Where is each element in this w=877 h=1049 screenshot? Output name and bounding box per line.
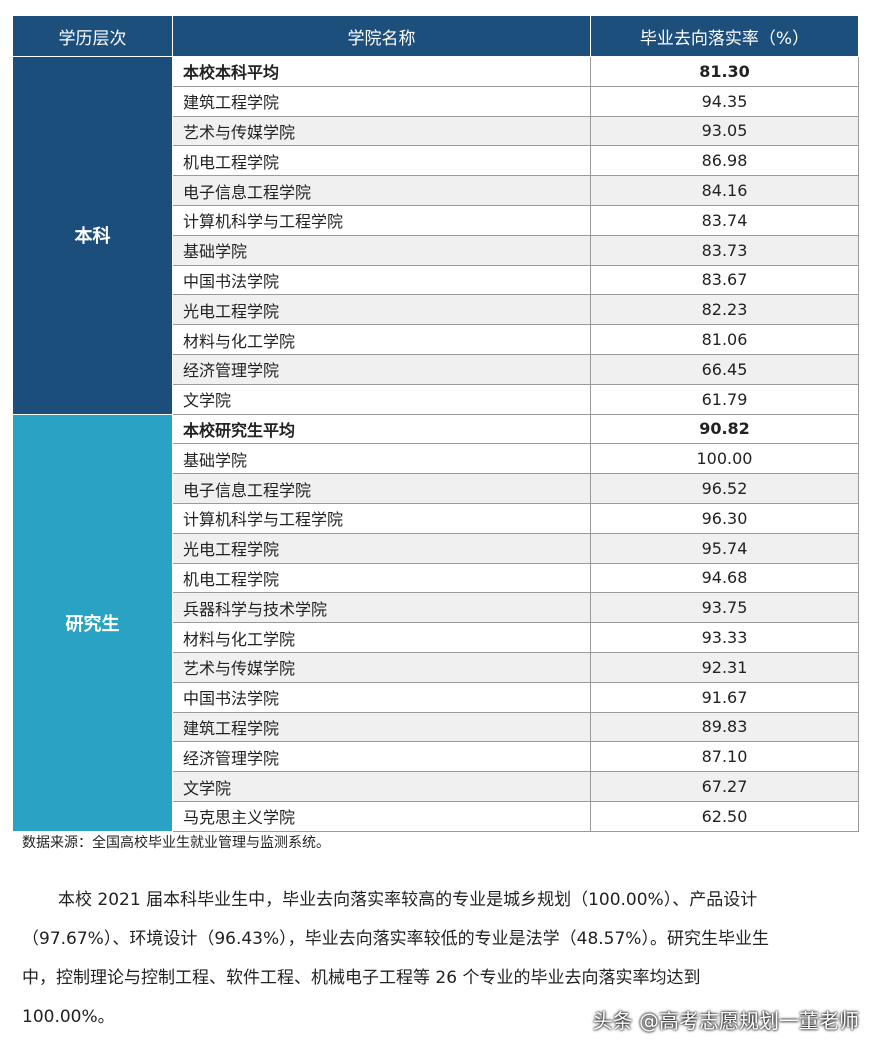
paragraph-line: 100.00%。 [22, 1007, 115, 1027]
header-cell: 学院名称 [172, 15, 591, 57]
table-row: 电子信息工程学院 84.16 [13, 175, 859, 206]
level-cell: 研究生 [12, 413, 173, 832]
header-cell: 毕业去向落实率（%） [590, 15, 859, 57]
rate: 96.30 [590, 502, 859, 534]
rate: 81.06 [590, 324, 859, 355]
college-name: 文学院 [172, 771, 591, 802]
college-name: 机电工程学院 [172, 145, 591, 177]
table-row: 基础学院 100.00 [13, 443, 859, 475]
table-row: 建筑工程学院 89.83 [13, 711, 859, 743]
college-name: 中国书法学院 [172, 681, 591, 713]
rate: 89.83 [590, 711, 859, 743]
college-name: 本校研究生平均 [172, 413, 591, 445]
rate: 93.75 [590, 592, 859, 624]
rate: 86.98 [590, 145, 859, 177]
table-row: 艺术与传媒学院 93.05 [13, 115, 859, 147]
table-row: 建筑工程学院 94.35 [13, 85, 859, 117]
college-name: 基础学院 [172, 443, 591, 475]
college-name: 兵器科学与技术学院 [172, 592, 591, 624]
table-row: 材料与化工学院 81.06 [13, 324, 859, 355]
table-row: 基础学院 83.73 [13, 234, 859, 266]
college-name: 建筑工程学院 [172, 711, 591, 743]
table-row: 本科 本校本科平均 81.30 [12, 56, 859, 415]
table-row: 机电工程学院 94.68 [13, 562, 859, 594]
college-name: 本校本科平均 [172, 56, 591, 87]
paragraph-line: 本校 2021 届本科毕业生中，毕业去向落实率较高的专业是城乡规划（100.00… [58, 890, 758, 910]
table-row: 中国书法学院 83.67 [13, 264, 859, 296]
rate: 81.30 [590, 56, 859, 87]
college-name: 建筑工程学院 [172, 85, 591, 117]
college-name: 中国书法学院 [172, 264, 591, 296]
source-note: 数据来源：全国高校毕业生就业管理与监测系统。 [22, 835, 330, 851]
college-name: 光电工程学院 [172, 294, 591, 326]
rate: 66.45 [590, 353, 859, 385]
paragraph-line: （97.67%）、环境设计（96.43%），毕业去向落实率较低的专业是法学（48… [22, 929, 769, 949]
watermark: 头条 @高考志愿规划一董老师 [592, 1009, 859, 1033]
level-cell: 本科 [12, 56, 173, 415]
college-name: 光电工程学院 [172, 532, 591, 564]
college-name: 马克思主义学院 [172, 800, 591, 832]
college-name: 材料与化工学院 [172, 324, 591, 355]
table-row: 光电工程学院 82.23 [13, 294, 859, 326]
college-name: 艺术与传媒学院 [172, 651, 591, 683]
rate: 90.82 [590, 413, 859, 445]
table-row: 文学院 61.79 [13, 383, 859, 415]
rate: 84.16 [590, 175, 859, 206]
rate: 61.79 [590, 383, 859, 415]
rate: 93.05 [590, 115, 859, 147]
college-name: 艺术与传媒学院 [172, 115, 591, 147]
table-row: 研究生 本校研究生平均 90.82 [12, 413, 859, 832]
rate: 91.67 [590, 681, 859, 713]
header-cell: 学历层次 [12, 15, 173, 57]
rate: 94.35 [590, 85, 859, 117]
rate: 94.68 [590, 562, 859, 594]
table-row: 机电工程学院 86.98 [13, 145, 859, 177]
college-name: 机电工程学院 [172, 562, 591, 594]
rate: 92.31 [590, 651, 859, 683]
rate: 67.27 [590, 771, 859, 802]
college-name: 经济管理学院 [172, 741, 591, 773]
rate: 83.67 [590, 264, 859, 296]
college-name: 文学院 [172, 383, 591, 415]
paragraph-line: 中，控制理论与控制工程、软件工程、机械电子工程等 26 个专业的毕业去向落实率均… [22, 968, 701, 988]
header-row: 学历层次 学院名称 毕业去向落实率（%） [12, 15, 859, 57]
rate: 100.00 [590, 443, 859, 475]
table-row: 经济管理学院 66.45 [13, 353, 859, 385]
table-row: 文学院 67.27 [13, 771, 859, 802]
rate: 87.10 [590, 741, 859, 773]
college-name: 电子信息工程学院 [172, 175, 591, 206]
table-row: 马克思主义学院 62.50 [13, 800, 859, 832]
table-row: 光电工程学院 95.74 [13, 532, 859, 564]
table-row: 计算机科学与工程学院 83.74 [13, 204, 859, 236]
college-name: 电子信息工程学院 [172, 473, 591, 504]
rate: 62.50 [590, 800, 859, 832]
rate: 83.73 [590, 234, 859, 266]
table-row: 兵器科学与技术学院 93.75 [13, 592, 859, 624]
college-name: 计算机科学与工程学院 [172, 502, 591, 534]
rate: 93.33 [590, 622, 859, 653]
rate: 96.52 [590, 473, 859, 504]
table-row: 计算机科学与工程学院 96.30 [13, 502, 859, 534]
college-name: 基础学院 [172, 234, 591, 266]
table-row: 材料与化工学院 93.33 [13, 622, 859, 653]
rate-table: 学历层次 学院名称 毕业去向落实率（%） 本科 本校本科平均 81.30 建筑工程学院… [12, 15, 859, 832]
table-row: 艺术与传媒学院 92.31 [13, 651, 859, 683]
rate: 95.74 [590, 532, 859, 564]
table-body: 本科 本校本科平均 81.30 建筑工程学院 94.35 艺术与传媒学院 93.05 机电工程… [12, 56, 859, 832]
rate: 83.74 [590, 204, 859, 236]
rate: 82.23 [590, 294, 859, 326]
college-name: 计算机科学与工程学院 [172, 204, 591, 236]
college-name: 材料与化工学院 [172, 622, 591, 653]
college-name: 经济管理学院 [172, 353, 591, 385]
